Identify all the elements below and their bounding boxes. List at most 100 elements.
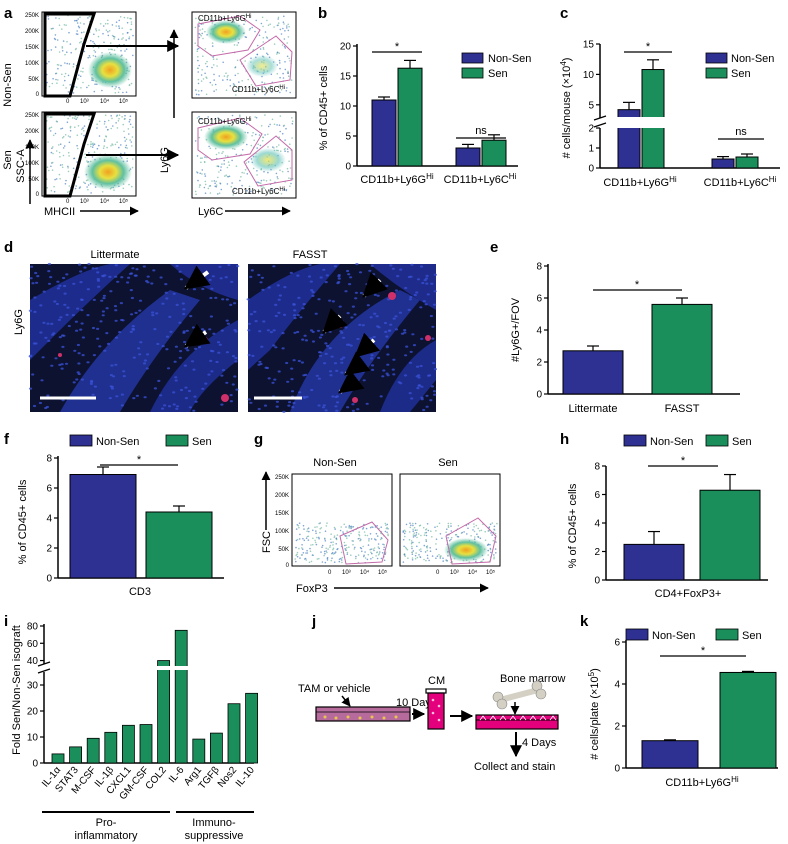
nucleus (296, 330, 300, 334)
nucleus (328, 299, 332, 302)
nucleus (358, 271, 363, 274)
nucleus (392, 358, 396, 361)
nucleus (54, 357, 58, 360)
nucleus (425, 274, 429, 277)
event-dot (82, 71, 84, 73)
nucleus (209, 315, 213, 318)
nucleus (416, 278, 421, 281)
event-dot (124, 140, 126, 142)
event-dot (202, 78, 205, 80)
event-dot (240, 176, 242, 178)
g-plot-sen: 0 10³ 10⁴ 10⁵ (399, 473, 501, 576)
event-dot (126, 21, 129, 24)
event-dot (494, 548, 497, 550)
event-dot (284, 47, 287, 49)
event-dot (310, 544, 312, 546)
nucleus (423, 279, 427, 282)
nucleus (167, 405, 172, 408)
event-dot (329, 544, 332, 547)
event-dot (420, 550, 422, 553)
event-dot (306, 549, 308, 552)
nucleus (195, 332, 199, 335)
event-dot (50, 151, 53, 154)
event-dot (383, 544, 386, 546)
event-dot (418, 554, 420, 556)
nucleus (432, 362, 436, 365)
nucleus (335, 409, 339, 412)
event-dot (74, 19, 76, 22)
event-dot (61, 47, 64, 49)
nucleus (320, 333, 324, 336)
event-dot (301, 544, 303, 546)
event-dot (69, 136, 71, 138)
event-dot (427, 529, 430, 532)
event-dot (261, 90, 264, 93)
event-dot (306, 530, 308, 532)
nucleus (218, 265, 222, 268)
event-dot (348, 546, 350, 548)
event-dot (198, 136, 201, 139)
event-dot (295, 539, 298, 542)
event-dot (415, 531, 418, 534)
nucleus (303, 334, 307, 337)
j-step3: 4 Days (522, 737, 557, 749)
event-dot (255, 133, 257, 136)
event-dot (290, 177, 292, 180)
event-dot (55, 78, 57, 81)
event-dot (493, 525, 496, 528)
event-dot (194, 140, 197, 142)
event-dot (354, 546, 356, 549)
event-dot (272, 146, 274, 148)
event-dot (476, 533, 478, 535)
nucleus (45, 405, 50, 409)
event-dot (487, 554, 490, 556)
nucleus (331, 395, 335, 398)
event-dot (117, 91, 120, 94)
nucleus (328, 347, 332, 350)
nucleus (210, 287, 214, 290)
event-dot (340, 559, 343, 561)
event-dot (450, 522, 452, 525)
nucleus (183, 340, 187, 344)
event-dot (87, 56, 89, 59)
event-dot (376, 525, 379, 527)
event-dot (287, 36, 290, 38)
nucleus (187, 389, 192, 393)
nucleus (324, 352, 328, 355)
event-dot (62, 147, 65, 149)
nucleus (109, 290, 113, 293)
event-dot (120, 144, 122, 146)
event-dot (333, 536, 336, 539)
event-dot (239, 115, 241, 118)
nucleus (218, 343, 222, 346)
nucleus (220, 403, 224, 406)
event-dot (54, 178, 56, 181)
event-dot (92, 54, 95, 57)
event-dot (88, 115, 90, 118)
panel-a: a Non-Sen Sen SSC-A MHCII 250K 200K 150K… (2, 5, 297, 218)
event-dot (380, 526, 383, 528)
event-dot (105, 29, 108, 32)
event-dot (338, 560, 341, 563)
event-dot (261, 140, 264, 142)
event-dot (496, 522, 498, 525)
event-dot (219, 169, 222, 171)
event-dot (484, 530, 487, 533)
event-dot (330, 533, 332, 535)
nucleus (225, 351, 229, 354)
event-dot (129, 118, 131, 121)
svg-text:Sen: Sen (488, 68, 508, 80)
event-dot (263, 179, 265, 181)
event-dot (426, 523, 429, 525)
event-dot (235, 94, 237, 96)
event-dot (367, 553, 370, 556)
i-group-1-line-1: suppressive (185, 830, 244, 842)
event-dot (222, 61, 224, 64)
g-xlabel: FoxP3 (296, 583, 328, 595)
event-dot (283, 15, 285, 18)
nucleus (142, 362, 147, 365)
event-dot (416, 556, 419, 559)
nucleus (72, 381, 76, 384)
event-dot (263, 82, 266, 84)
